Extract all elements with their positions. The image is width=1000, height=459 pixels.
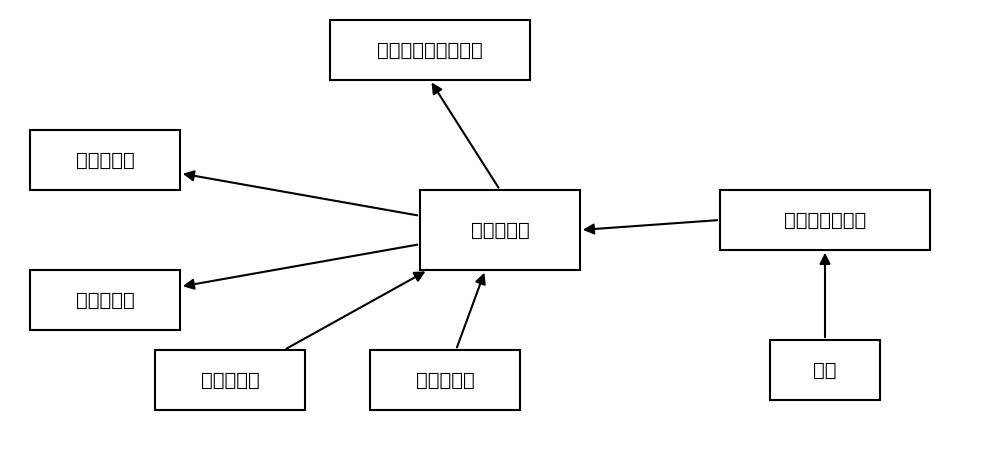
Text: 仪表: 仪表 — [813, 360, 837, 380]
Bar — [30, 270, 180, 330]
Bar — [420, 190, 580, 270]
Text: 仪表自动读取器: 仪表自动读取器 — [784, 211, 866, 230]
Bar — [155, 350, 305, 410]
Bar — [370, 350, 520, 410]
Text: 数据传送器: 数据传送器 — [471, 220, 529, 240]
Bar — [330, 20, 530, 80]
Bar — [30, 130, 180, 190]
Text: 副移动终端: 副移动终端 — [76, 291, 134, 309]
Bar — [720, 190, 930, 250]
Text: 第二检测器: 第二检测器 — [416, 370, 474, 390]
Bar — [770, 340, 880, 400]
Text: 主移动终端: 主移动终端 — [76, 151, 134, 169]
Text: 第一检测器: 第一检测器 — [201, 370, 259, 390]
Text: 信息化系统传输节点: 信息化系统传输节点 — [377, 40, 483, 60]
